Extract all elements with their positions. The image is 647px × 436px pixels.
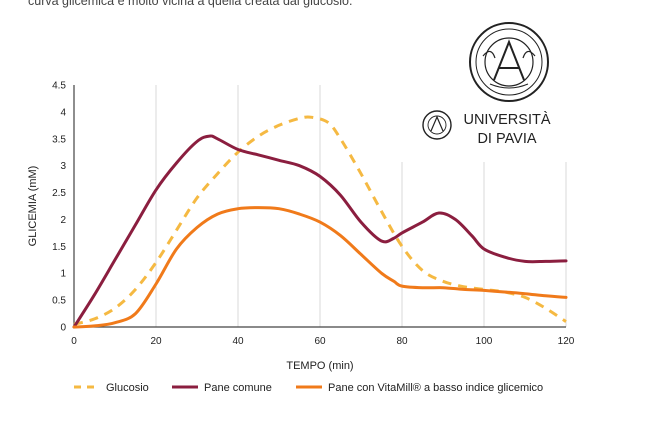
y-axis-title: GLICEMIA (mM) [27, 166, 39, 247]
x-tick-labels: 0 20 40 60 80 100 120 [71, 336, 575, 347]
y-tick-label: 1 [60, 269, 66, 280]
series-lines [72, 115, 568, 329]
y-tick-label: 3 [60, 161, 66, 172]
axes [73, 85, 566, 328]
university-seal-icon [469, 22, 549, 102]
legend: Glucosio Pane comune Pane con VitaMill® a … [74, 382, 543, 394]
legend-label-2: Pane comune [204, 382, 272, 394]
x-tick-label: 100 [476, 336, 493, 347]
x-tick-label: 60 [314, 336, 326, 347]
x-tick-label: 80 [396, 336, 408, 347]
series-line-3 [72, 206, 568, 329]
x-tick-label: 0 [71, 336, 77, 347]
legend-label-3: Pane con VitaMill® a basso indice glicem… [328, 382, 543, 394]
x-tick-label: 20 [150, 336, 162, 347]
logo-line-1: UNIVERSITÀ [463, 111, 550, 128]
logo-line-2: DI PAVIA [477, 131, 536, 147]
y-tick-label: 2.5 [52, 188, 66, 199]
x-axis-title: TEMPO (min) [286, 360, 353, 372]
intro-text: curva glicemica è molto vicina a quella … [28, 0, 353, 8]
x-tick-label: 120 [558, 336, 575, 347]
y-tick-label: 0 [60, 323, 66, 334]
series-line-2 [72, 134, 568, 329]
y-tick-label: 4.5 [52, 81, 66, 92]
university-logo: UNIVERSITÀ DI PAVIA [400, 22, 570, 162]
y-tick-label: 1.5 [52, 242, 66, 253]
y-tick-label: 2 [60, 215, 66, 226]
y-tick-labels: 0 0.5 1 1.5 2 2.5 3 3.5 4 4.5 [52, 81, 66, 334]
y-tick-label: 0.5 [52, 296, 66, 307]
y-tick-label: 4 [60, 107, 66, 118]
legend-label-1: Glucosio [106, 382, 149, 394]
x-tick-label: 40 [232, 336, 244, 347]
y-tick-label: 3.5 [52, 134, 66, 145]
small-seal-icon [422, 110, 452, 140]
